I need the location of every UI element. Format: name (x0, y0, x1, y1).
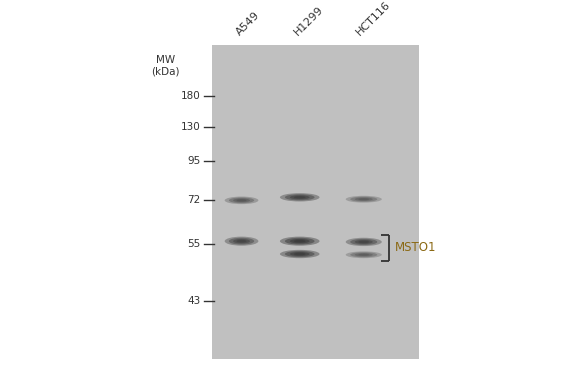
Ellipse shape (280, 237, 320, 246)
Ellipse shape (346, 251, 382, 258)
Ellipse shape (359, 254, 369, 256)
Ellipse shape (354, 253, 372, 256)
Ellipse shape (225, 197, 258, 204)
Ellipse shape (350, 197, 377, 202)
Ellipse shape (285, 251, 314, 257)
Text: 72: 72 (187, 195, 201, 205)
Ellipse shape (294, 240, 306, 243)
Text: 130: 130 (181, 122, 201, 132)
Text: 43: 43 (187, 296, 201, 305)
Ellipse shape (290, 239, 310, 243)
Ellipse shape (285, 194, 314, 200)
Text: 95: 95 (187, 156, 201, 166)
Ellipse shape (350, 239, 377, 245)
Text: H1299: H1299 (293, 5, 326, 38)
Ellipse shape (233, 239, 250, 243)
Text: A549: A549 (235, 10, 262, 38)
Ellipse shape (236, 240, 247, 243)
Ellipse shape (229, 197, 254, 203)
Ellipse shape (290, 252, 310, 256)
Ellipse shape (346, 196, 382, 203)
Ellipse shape (233, 198, 250, 202)
Ellipse shape (354, 197, 372, 201)
Ellipse shape (229, 238, 254, 245)
Ellipse shape (225, 237, 258, 246)
Ellipse shape (280, 193, 320, 201)
Ellipse shape (294, 196, 306, 198)
Text: 55: 55 (187, 239, 201, 249)
Ellipse shape (350, 252, 377, 257)
Ellipse shape (294, 253, 306, 255)
Ellipse shape (236, 199, 247, 201)
Ellipse shape (359, 241, 369, 243)
Text: 180: 180 (181, 91, 201, 101)
Ellipse shape (280, 250, 320, 258)
Text: MSTO1: MSTO1 (395, 242, 436, 254)
Ellipse shape (285, 238, 314, 245)
Ellipse shape (290, 195, 310, 200)
Bar (212, 45, 419, 359)
Text: MW
(kDa): MW (kDa) (152, 55, 180, 76)
Text: HCT116: HCT116 (354, 0, 392, 38)
Ellipse shape (354, 240, 372, 244)
Ellipse shape (346, 238, 382, 246)
Ellipse shape (359, 198, 369, 200)
